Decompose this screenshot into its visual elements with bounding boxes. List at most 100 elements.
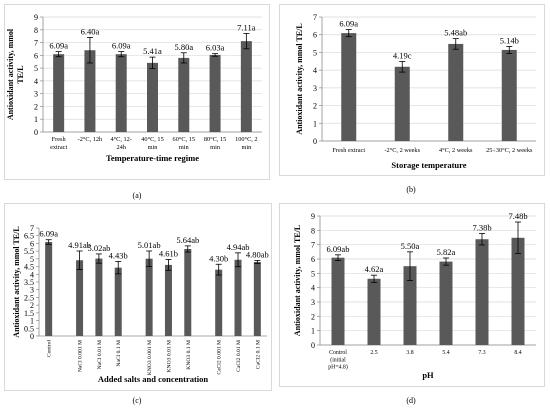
chart-b-tick-label: 2 xyxy=(313,102,317,111)
chart-c-tick-label: 2 xyxy=(30,301,34,310)
chart-d-x-axis-title: pH xyxy=(422,370,434,380)
chart-d-bar xyxy=(475,239,489,345)
panel-tag-d: (d) xyxy=(406,396,416,405)
chart-c-tick-label: 5.5 xyxy=(24,247,34,256)
chart-b-tick-label: 4 xyxy=(313,66,317,75)
panel-tag-a: (a) xyxy=(132,191,142,200)
chart-d-tick-label: 9 xyxy=(311,212,315,221)
chart-c-bar xyxy=(184,248,192,336)
chart-c-tick-label: 3.5 xyxy=(24,278,34,287)
chart-c-category-label: NaCl 0.1 M xyxy=(116,340,122,367)
chart-c-data-label: 4.91ab xyxy=(68,240,91,250)
chart-a-bar xyxy=(209,54,221,133)
chart-c-tick-label: 5 xyxy=(30,255,34,264)
chart-b-data-label: 5.14b xyxy=(500,35,519,45)
chart-a-tick-label: 1 xyxy=(34,115,38,124)
chart-c-category-label: KNO3 0.1 M xyxy=(186,340,192,370)
chart-c-tick-label: 4.5 xyxy=(24,263,34,272)
chart-panel-d: 0 1 2 3 4 5 6 7 8 9 6.09ab Control (initial pH=4.8) 4.… xyxy=(279,203,545,387)
chart-a-tick-label: 5 xyxy=(34,64,38,73)
chart-c-tick-label: 6 xyxy=(30,239,34,248)
chart-b-category-label: 25÷30°C, 2 weeks xyxy=(486,147,533,154)
chart-b-tick-label: 1 xyxy=(313,119,317,128)
chart-a-x-axis-title: Temperature-time regime xyxy=(106,153,199,163)
chart-b-bar xyxy=(501,49,517,141)
panel-tag-c: (c) xyxy=(132,396,142,405)
chart-b-data-label: 6.09a xyxy=(339,19,358,29)
chart-c-category-label: Control xyxy=(47,340,53,358)
chart-c-bar xyxy=(215,269,223,336)
chart-a-data-label: 6.09a xyxy=(112,41,131,51)
chart-b-x-axis-title: Storage temperature xyxy=(391,160,466,170)
chart-b-tick-label: 5 xyxy=(313,48,317,57)
chart-d-tick-label: 1 xyxy=(311,327,315,336)
chart-b-tick-label: 6 xyxy=(313,31,317,40)
chart-d-category-label: 7.3 xyxy=(478,350,485,356)
chart-c-tick-label: 0 xyxy=(30,332,34,341)
chart-b-tick-label: 3 xyxy=(313,84,317,93)
chart-d-category-label: 8.4 xyxy=(514,350,521,356)
chart-b-bar xyxy=(341,33,357,141)
chart-d-y-axis-title: Antioxidant activity, mmol TE/L xyxy=(293,225,302,336)
chart-a-data-label: 6.40a xyxy=(81,26,100,36)
chart-c-tick-label: 3 xyxy=(30,286,34,295)
chart-c-bar xyxy=(76,260,84,336)
chart-c-tick-label: 7 xyxy=(30,224,34,233)
chart-b-tick-label: 7 xyxy=(313,13,317,22)
chart-d-data-label: 4.62a xyxy=(365,264,384,274)
chart-c-tick-label: 4 xyxy=(30,270,34,279)
chart-a-category-label: 80°C, 15 min xyxy=(204,136,226,151)
chart-c-category-label: NaCl 0.001 M xyxy=(78,340,84,372)
chart-a-tick-label: 2 xyxy=(34,102,38,111)
chart-d-category-label: Control (initial pH=4.8) xyxy=(328,350,348,371)
chart-c-bar xyxy=(145,258,153,336)
chart-c-data-label: 4.61b xyxy=(159,248,178,258)
chart-d-data-label: 6.09ab xyxy=(327,244,350,254)
chart-a-tick-label: 8 xyxy=(34,26,38,35)
chart-d-bar xyxy=(439,261,453,345)
chart-d-bar xyxy=(403,266,417,345)
chart-a-svg: 0 1 2 3 4 5 6 7 8 9 6.09a Fresh extract 6.40a -2°C, 12… xyxy=(6,13,262,163)
chart-panel-c: 0 0.5 1 1.5 2 2.5 3 3.5 4 4.5 5 5.5 6 6.5 7 6.09a Contro… xyxy=(4,203,272,391)
chart-b-svg: 0 1 2 3 4 5 6 7 6.09a Fresh extract 4.19c -2°C, 2 w… xyxy=(295,13,536,170)
chart-a-category-label: -2°C, 12h xyxy=(78,136,103,143)
chart-a-tick-label: 6 xyxy=(34,51,38,60)
chart-panel-a: 0 1 2 3 4 5 6 7 8 9 6.09a Fresh extract 6.40a -2°C, 12… xyxy=(4,4,270,180)
chart-c-data-label: 6.09a xyxy=(39,229,58,239)
chart-b-category-label: 4°C, 2 weeks xyxy=(439,147,473,154)
chart-d-bar xyxy=(331,257,345,345)
chart-c-category-label: KNO3 0.001 M xyxy=(147,340,153,375)
chart-a-tick-label: 3 xyxy=(34,90,38,99)
chart-d-category-label: 5.4 xyxy=(442,350,449,356)
chart-a-data-label: 6.09a xyxy=(49,41,68,51)
chart-c-svg: 00.511.522.533.544.555.566.57 6.09a Contro… xyxy=(12,224,269,384)
chart-d-tick-label: 3 xyxy=(311,298,315,307)
chart-a-tick-label: 0 xyxy=(34,128,38,137)
chart-d-data-label: 7.48b xyxy=(508,211,527,221)
chart-c-bar xyxy=(95,258,103,336)
chart-c-tick-label: 0.5 xyxy=(24,324,34,333)
chart-c-bar xyxy=(234,259,242,336)
chart-a-category-label: 40°C, 15 min xyxy=(141,136,163,151)
chart-a-tick-label: 7 xyxy=(34,39,38,48)
chart-b-data-label: 4.19c xyxy=(393,50,412,60)
chart-b-category-label: Fresh extract xyxy=(332,147,365,154)
chart-a-y-axis-title: Antioxidant activity, mmol xyxy=(6,28,15,120)
chart-a-bar xyxy=(84,50,96,132)
chart-d-tick-label: 7 xyxy=(311,241,315,250)
chart-c-bar xyxy=(45,242,53,336)
chart-d-data-label: 5.82a xyxy=(437,247,456,257)
chart-d-tick-label: 4 xyxy=(311,284,315,293)
chart-c-data-label: 5.64ab xyxy=(176,235,199,245)
chart-a-data-label: 6.03a xyxy=(206,43,225,53)
panel-tag-b: (b) xyxy=(406,185,416,194)
chart-a-data-label: 7.11a xyxy=(237,22,256,32)
chart-a-category-label: 100°C, 2 min xyxy=(235,136,257,151)
chart-c-bar xyxy=(253,261,261,336)
chart-c-bar xyxy=(164,264,172,336)
chart-d-bar xyxy=(511,237,525,345)
chart-c-tick-label: 1.5 xyxy=(24,309,34,318)
chart-a-category-label: 60°C, 15 min xyxy=(173,136,195,151)
chart-d-tick-label: 8 xyxy=(311,226,315,235)
chart-a-data-label: 5.41a xyxy=(143,46,162,56)
